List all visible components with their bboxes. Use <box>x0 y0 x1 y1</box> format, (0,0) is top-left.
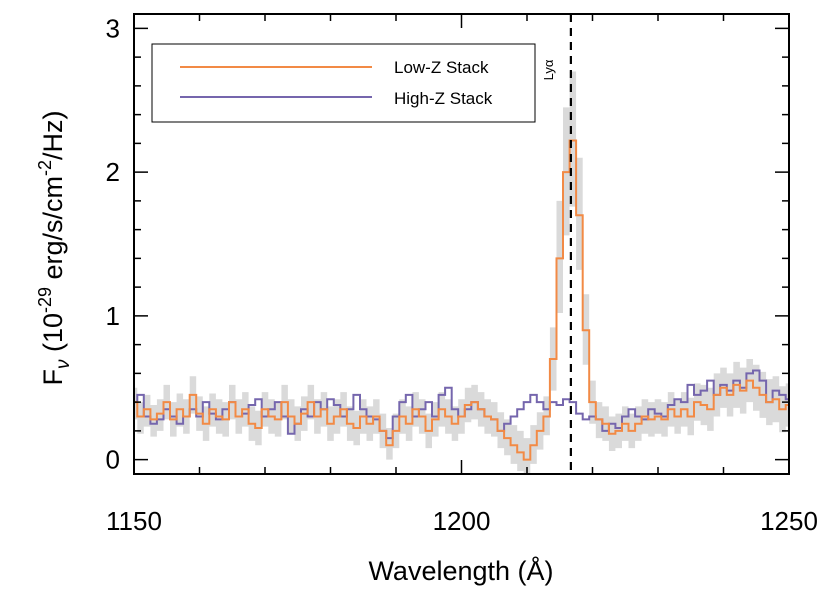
legend: Low-Z Stack High-Z Stack <box>151 43 536 123</box>
lya-annotation: Lyα <box>541 59 556 80</box>
legend-box <box>151 43 536 123</box>
x-tick-label: 1200 <box>433 506 491 536</box>
y-tick-label: 0 <box>106 445 120 475</box>
legend-label-high-z: High-Z Stack <box>394 89 493 108</box>
y-axis: 0 1 2 3 <box>106 13 789 475</box>
x-tick-label: 1250 <box>760 506 818 536</box>
y-tick-label: 3 <box>106 13 120 43</box>
series-layer <box>134 139 789 461</box>
x-axis-title: Wavelength (Å) <box>368 555 553 586</box>
y-tick-label: 1 <box>106 301 120 331</box>
legend-label-low-z: Low-Z Stack <box>394 58 489 77</box>
x-axis: 1150 1200 1250 <box>106 14 818 536</box>
x-tick-label: 1150 <box>106 506 162 536</box>
y-tick-label: 2 <box>106 157 120 187</box>
series-line-low-z-stack <box>134 139 789 461</box>
y-axis-title: Fν (10-29 erg/s/cm-2/Hz) <box>35 110 74 385</box>
